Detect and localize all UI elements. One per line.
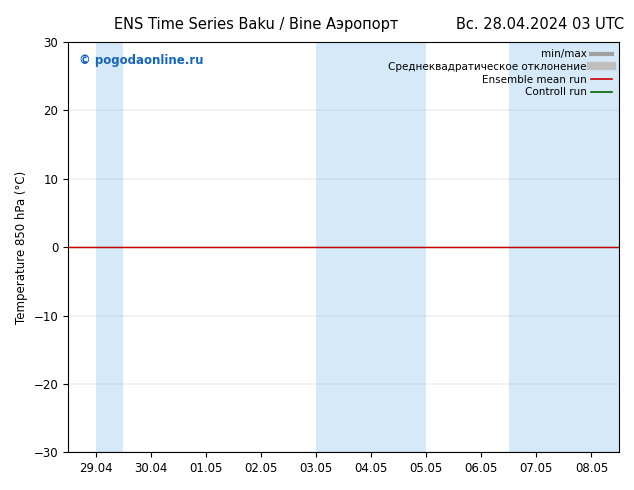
Legend: min/max, Среднеквадратическое отклонение, Ensemble mean run, Controll run: min/max, Среднеквадратическое отклонение…: [386, 47, 614, 99]
Bar: [316, 42, 426, 452]
Bar: [96, 42, 123, 452]
Y-axis label: Temperature 850 hPa (°C): Temperature 850 hPa (°C): [15, 171, 28, 324]
Text: ENS Time Series Baku / Bine Аэропорт: ENS Time Series Baku / Bine Аэропорт: [114, 17, 398, 32]
Text: Вс. 28.04.2024 03 UTC: Вс. 28.04.2024 03 UTC: [456, 17, 624, 32]
Text: © pogodaonline.ru: © pogodaonline.ru: [79, 54, 204, 67]
Bar: [509, 42, 619, 452]
